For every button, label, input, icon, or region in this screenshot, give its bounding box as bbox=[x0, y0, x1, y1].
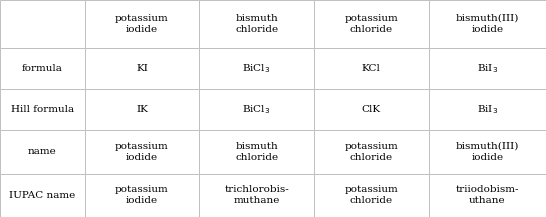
Bar bbox=[199, 89, 314, 130]
Bar bbox=[199, 130, 314, 174]
Bar bbox=[0, 130, 85, 174]
Text: BiI$_{3}$: BiI$_{3}$ bbox=[477, 103, 498, 116]
Text: BiCl$_{3}$: BiCl$_{3}$ bbox=[242, 62, 271, 75]
Bar bbox=[85, 0, 199, 48]
Text: potassium
iodide: potassium iodide bbox=[115, 185, 169, 205]
Bar bbox=[0, 0, 85, 48]
Bar bbox=[429, 48, 546, 89]
Bar bbox=[314, 0, 429, 48]
Bar bbox=[199, 0, 314, 48]
Text: Hill formula: Hill formula bbox=[11, 105, 74, 114]
Bar bbox=[199, 48, 314, 89]
Bar bbox=[85, 174, 199, 217]
Text: name: name bbox=[28, 147, 57, 156]
Text: bismuth(III)
iodide: bismuth(III) iodide bbox=[455, 142, 519, 162]
Bar bbox=[314, 48, 429, 89]
Text: potassium
chloride: potassium chloride bbox=[345, 185, 398, 205]
Text: ClK: ClK bbox=[361, 105, 381, 114]
Text: KCl: KCl bbox=[362, 64, 381, 73]
Text: bismuth(III)
iodide: bismuth(III) iodide bbox=[455, 14, 519, 34]
Bar bbox=[85, 130, 199, 174]
Text: triiodobism-
uthane: triiodobism- uthane bbox=[455, 185, 519, 205]
Text: bismuth
chloride: bismuth chloride bbox=[235, 142, 278, 162]
Bar bbox=[429, 89, 546, 130]
Bar bbox=[0, 89, 85, 130]
Bar bbox=[314, 130, 429, 174]
Text: BiCl$_{3}$: BiCl$_{3}$ bbox=[242, 103, 271, 116]
Text: BiI$_{3}$: BiI$_{3}$ bbox=[477, 62, 498, 75]
Bar bbox=[314, 174, 429, 217]
Text: potassium
iodide: potassium iodide bbox=[115, 142, 169, 162]
Bar bbox=[85, 89, 199, 130]
Bar bbox=[85, 48, 199, 89]
Bar bbox=[0, 174, 85, 217]
Text: potassium
chloride: potassium chloride bbox=[345, 142, 398, 162]
Bar bbox=[314, 89, 429, 130]
Bar bbox=[0, 48, 85, 89]
Bar bbox=[429, 174, 546, 217]
Text: formula: formula bbox=[22, 64, 63, 73]
Text: IK: IK bbox=[136, 105, 148, 114]
Text: potassium
iodide: potassium iodide bbox=[115, 14, 169, 34]
Text: potassium
chloride: potassium chloride bbox=[345, 14, 398, 34]
Bar bbox=[199, 174, 314, 217]
Bar bbox=[429, 0, 546, 48]
Text: KI: KI bbox=[136, 64, 148, 73]
Text: IUPAC name: IUPAC name bbox=[9, 191, 75, 200]
Text: bismuth
chloride: bismuth chloride bbox=[235, 14, 278, 34]
Bar bbox=[429, 130, 546, 174]
Text: trichlorobis-
muthane: trichlorobis- muthane bbox=[224, 185, 289, 205]
